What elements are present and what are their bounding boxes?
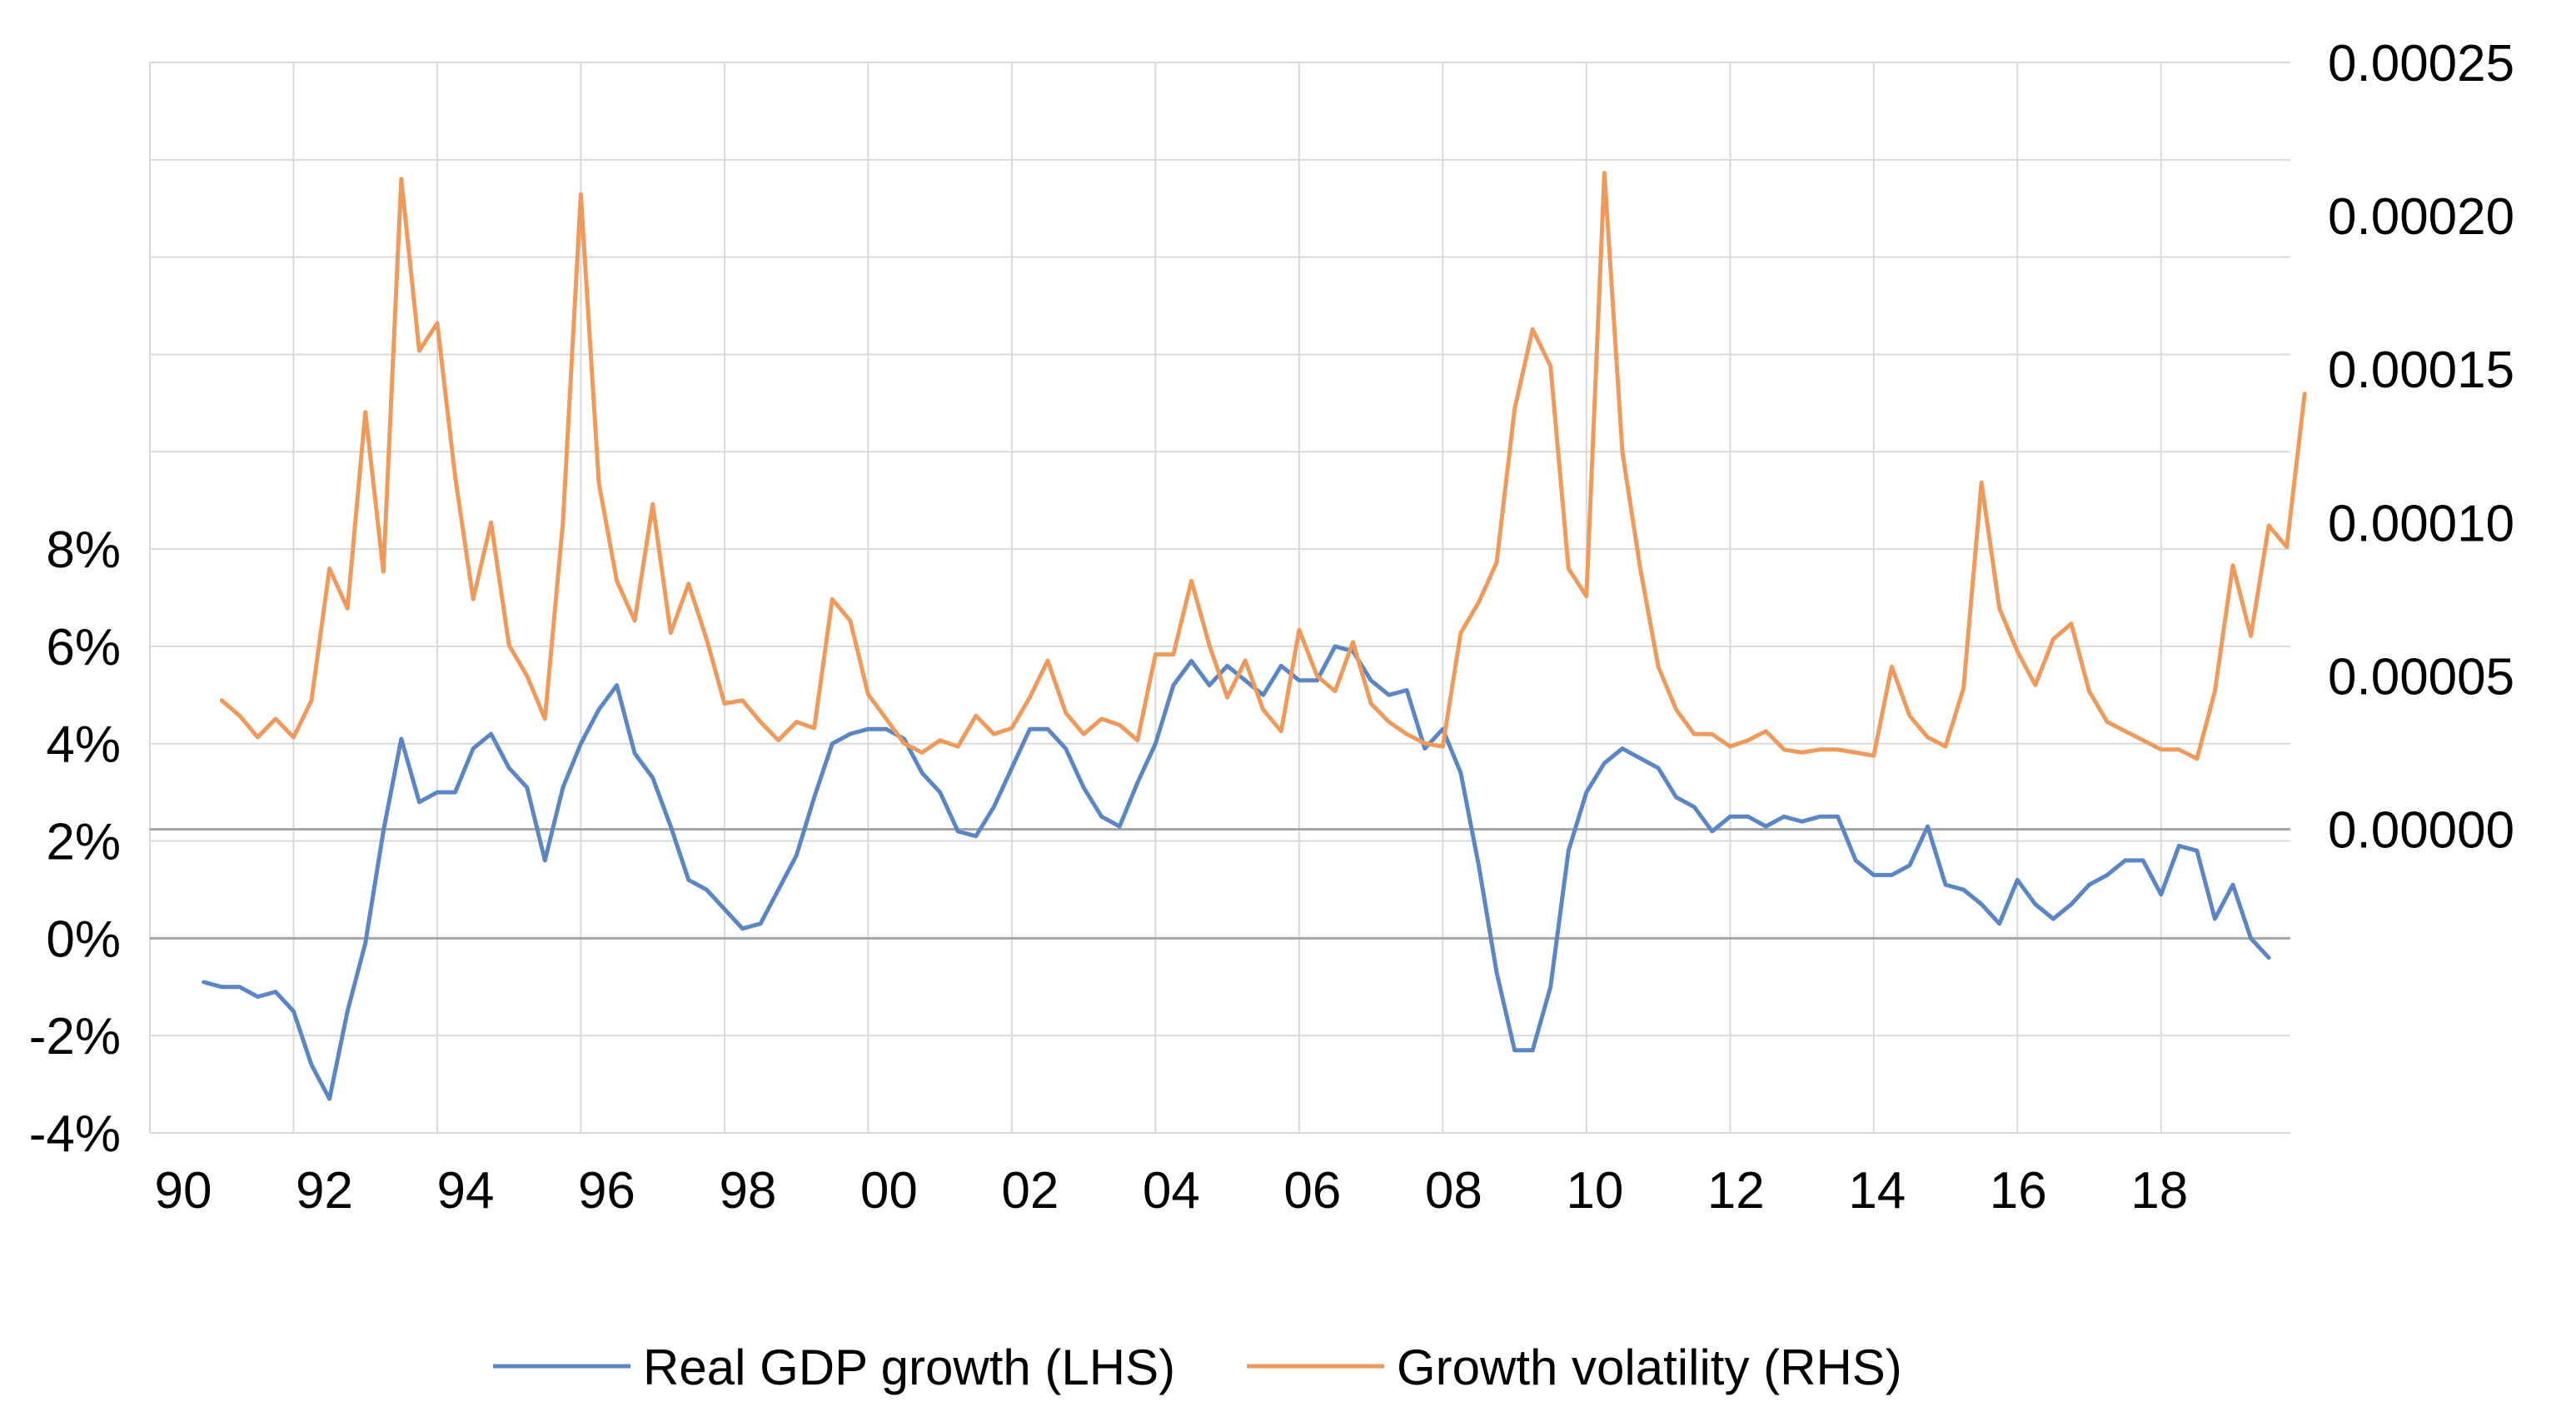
x-tick-label: 98 (719, 1162, 776, 1220)
x-tick-label: 18 (2130, 1162, 2188, 1220)
series-line-growth-volatility (219, 171, 2307, 761)
horizontal-gridlines (150, 62, 2290, 1134)
legend: Real GDP growth (LHS) Growth volatility … (493, 1340, 1902, 1395)
x-tick-label: 90 (155, 1162, 212, 1220)
x-tick-label: 00 (860, 1162, 918, 1220)
x-tick-label: 10 (1566, 1162, 1623, 1220)
left-tick-label: 6% (46, 619, 121, 676)
legend-label-gdp: Real GDP growth (LHS) (643, 1340, 1175, 1395)
right-tick-label: 0.00015 (2328, 342, 2514, 399)
series-layer (202, 171, 2307, 1101)
left-tick-label: -2% (29, 1008, 121, 1065)
left-tick-label: 2% (46, 814, 121, 871)
right-tick-label: 0.00020 (2328, 188, 2514, 246)
left-tick-label: 0% (46, 911, 121, 968)
x-tick-label: 12 (1707, 1162, 1765, 1220)
series-line-gdp-growth (202, 644, 2271, 1101)
zero-lines (150, 827, 2290, 940)
x-axis-tick-labels: 90 92 94 96 98 00 02 04 06 08 10 12 14 16 18 (155, 1162, 2189, 1220)
legend-label-volatility: Growth volatility (RHS) (1397, 1340, 1902, 1395)
x-tick-label: 94 (436, 1162, 494, 1220)
x-tick-label: 96 (578, 1162, 635, 1220)
x-tick-label: 16 (1990, 1162, 2047, 1220)
x-tick-label: 04 (1143, 1162, 1200, 1220)
left-axis-tick-labels: -4% -2% 0% 2% 4% 6% 8% (29, 521, 121, 1163)
x-tick-label: 14 (1848, 1162, 1906, 1220)
x-tick-label: 08 (1425, 1162, 1482, 1220)
right-axis-tick-labels: 0.00000 0.00005 0.00010 0.00015 0.00020 0.000… (2328, 35, 2514, 859)
left-tick-label: 8% (46, 521, 121, 579)
left-tick-label: -4% (29, 1105, 121, 1163)
vertical-gridlines (149, 62, 2162, 1133)
x-tick-label: 92 (296, 1162, 353, 1220)
right-tick-label: 0.00005 (2328, 648, 2514, 706)
x-tick-label: 02 (1001, 1162, 1059, 1220)
right-tick-label: 0.00000 (2328, 801, 2514, 859)
right-tick-label: 0.00010 (2328, 495, 2514, 552)
right-tick-label: 0.00025 (2328, 35, 2514, 92)
left-tick-label: 4% (46, 716, 121, 774)
x-tick-label: 06 (1283, 1162, 1341, 1220)
